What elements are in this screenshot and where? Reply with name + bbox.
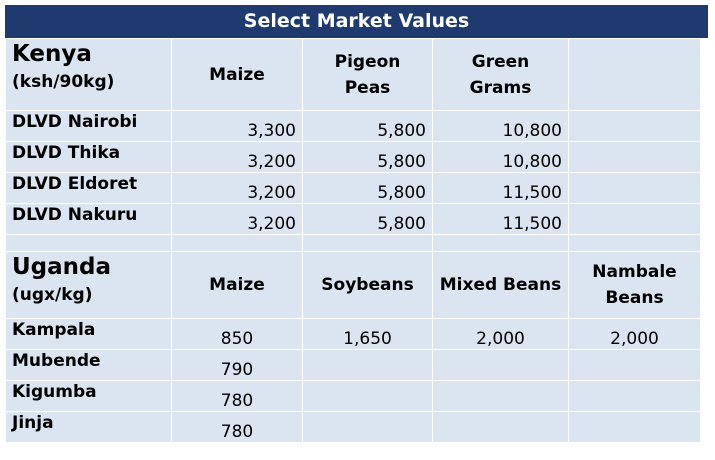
location-label: DLVD Nakuru [5, 203, 172, 235]
price-cell: 780 [171, 411, 303, 443]
kenya-country-cell: Kenya (ksh/90kg) [5, 38, 172, 111]
location-label: DLVD Thika [5, 141, 172, 173]
page-title: Select Market Values [5, 5, 708, 38]
table-row: Kampala 850 1,650 2,000 2,000 [5, 318, 701, 350]
location-label: Kigumba [5, 380, 172, 412]
price-cell [568, 110, 701, 142]
price-cell [568, 203, 701, 235]
uganda-column-header: Mixed Beans [432, 251, 569, 319]
location-label: Kampala [5, 318, 172, 350]
price-cell [302, 411, 433, 443]
price-cell: 10,800 [432, 141, 569, 173]
location-label: DLVD Nairobi [5, 110, 172, 142]
kenya-column-header: Green Grams [432, 38, 569, 111]
price-cell: 10,800 [432, 110, 569, 142]
price-cell: 1,650 [302, 318, 433, 350]
price-cell [302, 380, 433, 412]
empty-cell [432, 234, 569, 252]
table-row: DLVD Nairobi 3,300 5,800 10,800 [5, 110, 701, 142]
price-cell: 780 [171, 380, 303, 412]
spacer-row [5, 234, 701, 252]
price-cell: 2,000 [568, 318, 701, 350]
price-cell [568, 141, 701, 173]
uganda-header-row: Uganda (ugx/kg) Maize Soybeans Mixed Bea… [5, 251, 701, 319]
empty-cell [171, 234, 303, 252]
price-cell: 3,200 [171, 141, 303, 173]
uganda-column-header: Nambale Beans [568, 251, 701, 319]
table-row: DLVD Thika 3,200 5,800 10,800 [5, 141, 701, 173]
location-label: Mubende [5, 349, 172, 381]
price-cell [302, 349, 433, 381]
empty-cell [5, 234, 172, 252]
price-cell: 11,500 [432, 172, 569, 204]
uganda-column-header: Maize [171, 251, 303, 319]
price-cell: 3,300 [171, 110, 303, 142]
price-cell [568, 349, 701, 381]
price-cell [432, 411, 569, 443]
location-label: Jinja [5, 411, 172, 443]
price-cell: 5,800 [302, 110, 433, 142]
price-cell [568, 411, 701, 443]
price-cell [432, 349, 569, 381]
price-cell: 850 [171, 318, 303, 350]
price-cell: 5,800 [302, 141, 433, 173]
kenya-header-row: Kenya (ksh/90kg) Maize Pigeon Peas Green… [5, 38, 701, 111]
price-cell: 2,000 [432, 318, 569, 350]
uganda-country-unit: (ugx/kg) [12, 285, 93, 305]
price-cell: 11,500 [432, 203, 569, 235]
table-row: DLVD Nakuru 3,200 5,800 11,500 [5, 203, 701, 235]
location-label: DLVD Eldoret [5, 172, 172, 204]
price-cell: 3,200 [171, 203, 303, 235]
uganda-column-header: Soybeans [302, 251, 433, 319]
table-row: Mubende 790 [5, 349, 701, 381]
price-cell [568, 172, 701, 204]
price-cell: 5,800 [302, 203, 433, 235]
price-cell: 3,200 [171, 172, 303, 204]
price-cell [568, 380, 701, 412]
price-cell [432, 380, 569, 412]
market-values-table: Kenya (ksh/90kg) Maize Pigeon Peas Green… [5, 38, 701, 443]
kenya-column-header: Pigeon Peas [302, 38, 433, 111]
kenya-country-name: Kenya [12, 41, 92, 67]
price-cell: 790 [171, 349, 303, 381]
kenya-country-unit: (ksh/90kg) [12, 72, 115, 92]
table-row: DLVD Eldoret 3,200 5,800 11,500 [5, 172, 701, 204]
kenya-column-header [568, 38, 701, 111]
empty-cell [568, 234, 701, 252]
kenya-column-header: Maize [171, 38, 303, 111]
empty-cell [302, 234, 433, 252]
uganda-country-cell: Uganda (ugx/kg) [5, 251, 172, 319]
table-row: Kigumba 780 [5, 380, 701, 412]
price-cell: 5,800 [302, 172, 433, 204]
table-row: Jinja 780 [5, 411, 701, 443]
uganda-country-name: Uganda [12, 254, 112, 280]
